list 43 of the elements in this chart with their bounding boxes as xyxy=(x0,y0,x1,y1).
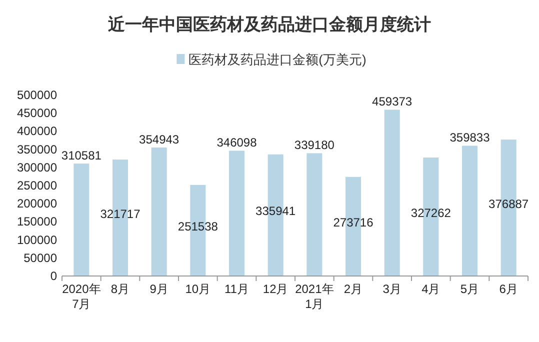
data-label: 359833 xyxy=(450,130,490,145)
bar xyxy=(74,164,90,276)
y-tick-label: 0 xyxy=(50,269,58,283)
data-label: 251538 xyxy=(178,219,218,234)
y-tick-label: 150000 xyxy=(16,214,58,229)
x-tick-label: 9月 xyxy=(150,282,168,296)
bar xyxy=(462,146,478,276)
data-label: 327262 xyxy=(410,206,452,220)
data-label: 335941 xyxy=(256,204,296,218)
bar xyxy=(384,110,400,276)
y-tick-label: 250000 xyxy=(16,178,58,192)
bar xyxy=(228,150,245,276)
data-label: 321717 xyxy=(100,206,141,221)
data-label: 376887 xyxy=(488,196,529,211)
chart-title: 近一年中国医药材及药品进口金额月度统计 xyxy=(107,15,431,34)
y-tick-label: 450000 xyxy=(16,106,58,120)
x-tick-label: 11月 xyxy=(224,282,249,296)
data-label: 339180 xyxy=(294,138,335,152)
x-tick-label: 5月 xyxy=(460,282,480,296)
x-tick-label: 10月 xyxy=(185,282,211,296)
y-tick-label: 50000 xyxy=(24,250,58,265)
x-tick-label: 4月 xyxy=(422,282,440,296)
x-tick-label: 3月 xyxy=(382,282,402,296)
y-tick-label: 200000 xyxy=(16,196,58,211)
y-tick-label: 500000 xyxy=(16,88,58,102)
y-tick-label: 400000 xyxy=(16,124,58,138)
x-tick-label: 8月 xyxy=(110,282,130,296)
data-label: 310581 xyxy=(61,148,102,163)
data-label: 346098 xyxy=(216,136,258,150)
x-tick-label: 2021年 1月 xyxy=(295,282,334,311)
y-tick-label: 100000 xyxy=(16,232,58,247)
x-tick-label: 2020年 7月 xyxy=(62,282,101,311)
x-tick-label: 2月 xyxy=(344,282,363,296)
data-label: 273716 xyxy=(333,215,374,230)
data-label: 459373 xyxy=(372,94,412,109)
y-tick-label: 350000 xyxy=(16,142,58,156)
x-tick-label: 6月 xyxy=(499,282,518,296)
bar xyxy=(151,148,167,276)
x-tick-label: 12月 xyxy=(262,282,288,296)
data-label: 354943 xyxy=(139,132,180,147)
bar xyxy=(306,153,322,276)
y-tick-label: 300000 xyxy=(16,160,58,174)
legend-label: 医药材及药品进口金额(万美元) xyxy=(188,52,366,67)
